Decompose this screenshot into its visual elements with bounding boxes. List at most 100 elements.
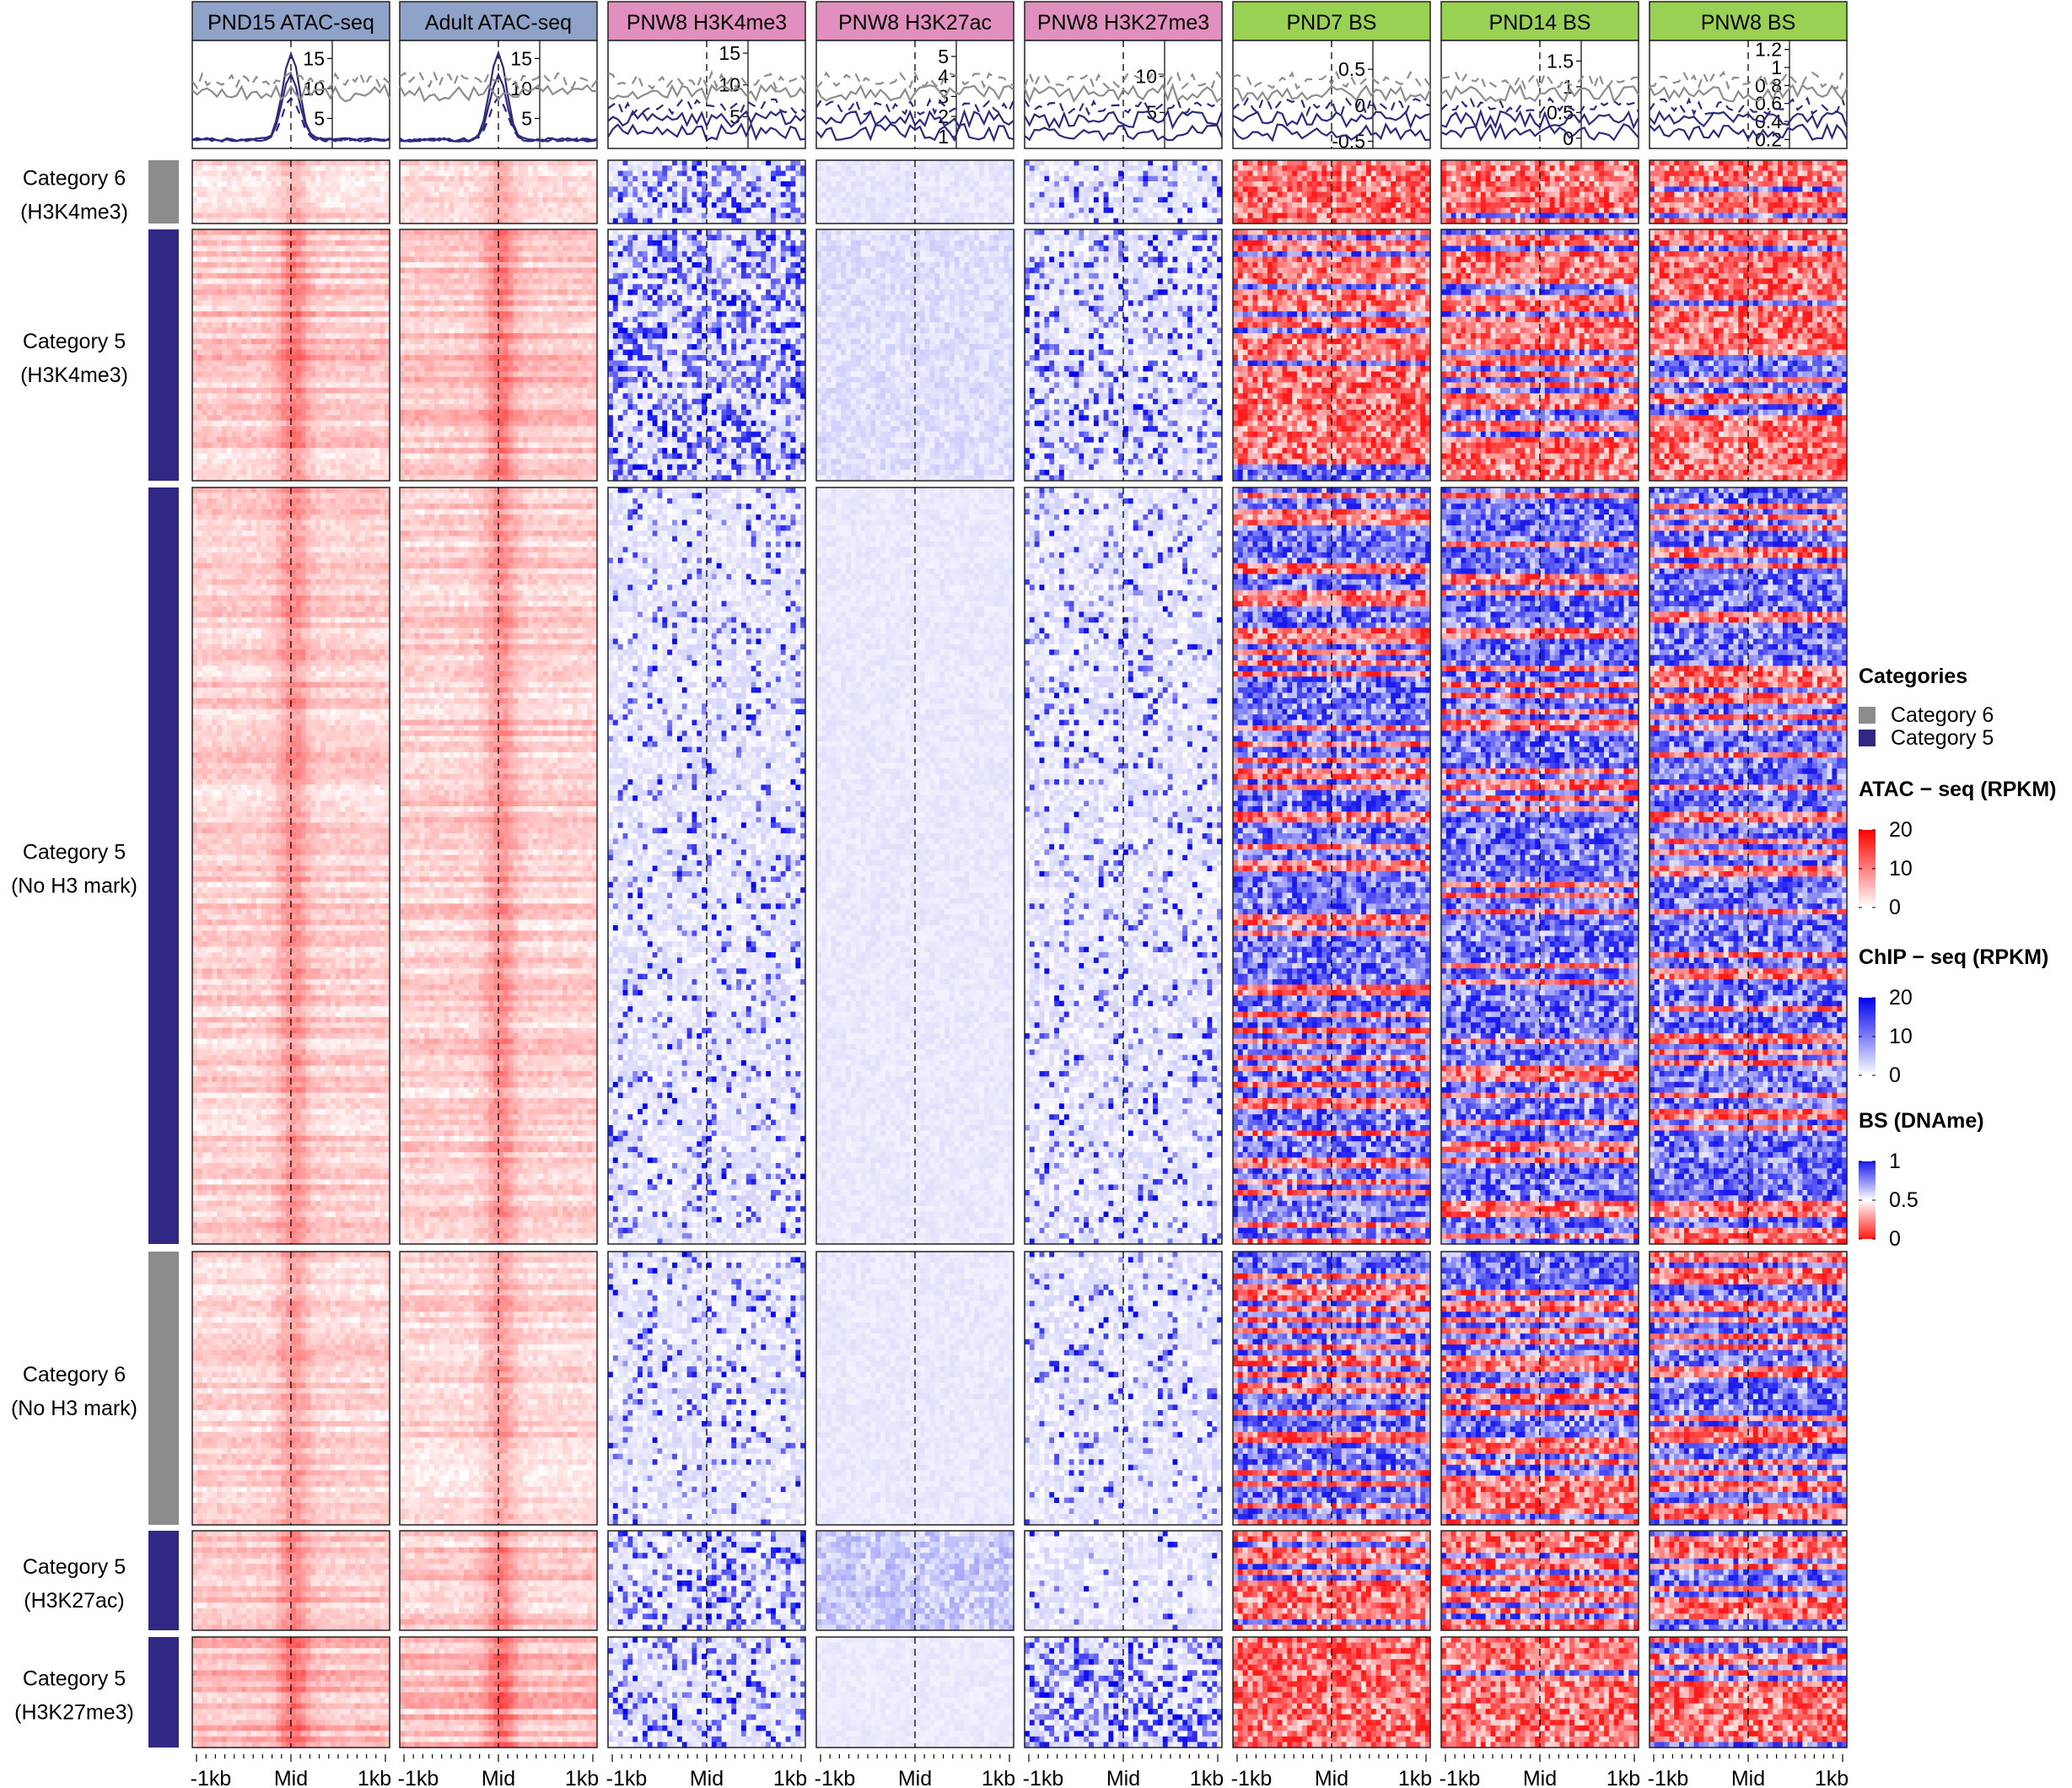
- heatmap-cell: [291, 192, 296, 198]
- heatmap-cell: [672, 165, 677, 171]
- heatmap-cell: [197, 197, 202, 203]
- heatmap-cell: [552, 176, 557, 182]
- heatmap-cell: [751, 181, 756, 187]
- heatmap-cell: [717, 192, 722, 198]
- heatmap-cell: [202, 186, 207, 192]
- heatmap-cell: [266, 207, 272, 213]
- heatmap-cell: [538, 181, 543, 187]
- heatmap-cell: [310, 160, 315, 166]
- heatmap-cell: [518, 181, 523, 187]
- heatmap-cell: [341, 197, 346, 203]
- heatmap-cell: [920, 186, 925, 192]
- heatmap-cell: [974, 160, 979, 166]
- heatmap-cell: [374, 186, 379, 192]
- heatmap-cell: [246, 176, 251, 182]
- heatmap-cell: [667, 186, 672, 192]
- heatmap-cell: [444, 165, 449, 171]
- heatmap-cell: [672, 171, 677, 177]
- heatmap-cell: [618, 160, 623, 166]
- heatmap-cell: [242, 171, 247, 177]
- heatmap-cell: [761, 165, 766, 171]
- heatmap-cell: [648, 160, 653, 166]
- heatmap-cell: [746, 171, 751, 177]
- heatmap-cell: [202, 197, 207, 203]
- heatmap-cell: [920, 165, 925, 171]
- heatmap-cell: [707, 207, 712, 213]
- heatmap-cell: [533, 171, 538, 177]
- heatmap-cell: [306, 202, 311, 208]
- heatmap-cell: [474, 207, 479, 213]
- heatmap-cell: [692, 181, 697, 187]
- heatmap-cell: [573, 171, 578, 177]
- heatmap-cell: [731, 207, 736, 213]
- heatmap-cell: [518, 207, 523, 213]
- profile-tick-label: 15: [510, 47, 532, 69]
- heatmap-cell: [841, 160, 846, 166]
- heatmap-cell: [756, 192, 762, 198]
- heatmap-cell: [677, 207, 682, 213]
- heatmap-cell: [488, 207, 493, 213]
- heatmap-cell: [326, 202, 331, 208]
- heatmap-cell: [192, 181, 197, 187]
- heatmap-cell: [251, 192, 256, 198]
- heatmap-cell: [374, 171, 379, 177]
- heatmap-panel: [816, 160, 1014, 224]
- heatmap-cell: [266, 171, 272, 177]
- heatmap-cell: [587, 181, 592, 187]
- heatmap-cell: [707, 186, 712, 192]
- heatmap-cell: [518, 213, 523, 219]
- heatmap-panel: [608, 160, 806, 224]
- heatmap-cell: [896, 171, 901, 177]
- heatmap-cell: [608, 192, 613, 198]
- heatmap-cell: [831, 165, 837, 171]
- heatmap-cell: [856, 186, 861, 192]
- heatmap-cell: [331, 171, 336, 177]
- heatmap-cell: [518, 165, 523, 171]
- heatmap-cell: [509, 176, 514, 182]
- heatmap-cell: [419, 197, 424, 203]
- heatmap-cell: [790, 181, 795, 187]
- heatmap-cell: [846, 186, 851, 192]
- heatmap-cell: [945, 186, 950, 192]
- heatmap-cell: [232, 202, 237, 208]
- heatmap-cell: [464, 181, 469, 187]
- heatmap-cell: [459, 213, 464, 219]
- heatmap-cell: [662, 197, 667, 203]
- heatmap-cell: [315, 202, 320, 208]
- heatmap-cell: [212, 165, 217, 171]
- heatmap-cell: [514, 192, 519, 198]
- heatmap-cell: [945, 192, 950, 198]
- heatmap-cell: [969, 165, 974, 171]
- heatmap-cell: [587, 165, 592, 171]
- heatmap-cell: [786, 176, 791, 182]
- heatmap-cell: [222, 213, 227, 219]
- heatmap-cell: [217, 171, 222, 177]
- heatmap-cell: [618, 171, 623, 177]
- heatmap-cell: [341, 165, 346, 171]
- heatmap-cell: [960, 165, 965, 171]
- heatmap-cell: [736, 176, 741, 182]
- heatmap-cell: [896, 197, 901, 203]
- heatmap-cell: [658, 165, 663, 171]
- heatmap-cell: [915, 165, 920, 171]
- heatmap-cell: [861, 176, 866, 182]
- heatmap-cell: [658, 181, 663, 187]
- heatmap-cell: [934, 176, 939, 182]
- heatmap-cell: [212, 197, 217, 203]
- heatmap-cell: [776, 186, 781, 192]
- heatmap-cell: [281, 160, 286, 166]
- heatmap-cell: [261, 202, 266, 208]
- heatmap-cell: [920, 171, 925, 177]
- heatmap-cell: [632, 197, 638, 203]
- heatmap-cell: [786, 181, 791, 187]
- heatmap-cell: [212, 186, 217, 192]
- heatmap-cell: [974, 165, 979, 171]
- heatmap-cell: [498, 181, 503, 187]
- heatmap-cell: [658, 202, 663, 208]
- heatmap-cell: [741, 202, 746, 208]
- heatmap-cell: [528, 171, 533, 177]
- heatmap-cell: [360, 207, 365, 213]
- heatmap-cell: [608, 213, 613, 219]
- heatmap-cell: [562, 176, 568, 182]
- heatmap-cell: [227, 207, 232, 213]
